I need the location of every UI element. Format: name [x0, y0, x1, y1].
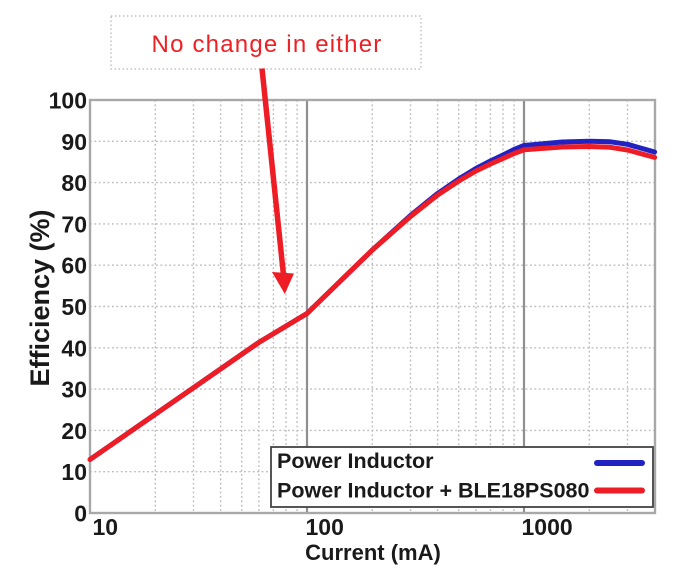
svg-text:Efficiency (%): Efficiency (%) — [25, 209, 55, 386]
svg-text:1000: 1000 — [522, 514, 573, 540]
svg-text:70: 70 — [61, 211, 87, 237]
svg-text:50: 50 — [61, 294, 87, 320]
svg-text:20: 20 — [61, 418, 87, 444]
svg-text:60: 60 — [61, 253, 87, 279]
svg-text:30: 30 — [61, 377, 87, 403]
svg-text:80: 80 — [61, 170, 87, 196]
svg-text:Current (mA): Current (mA) — [305, 540, 441, 565]
svg-text:100: 100 — [306, 514, 344, 540]
svg-text:90: 90 — [61, 129, 87, 155]
svg-text:Power Inductor: Power Inductor — [277, 449, 434, 473]
svg-text:No change in either: No change in either — [152, 31, 383, 58]
svg-text:0: 0 — [74, 501, 87, 527]
svg-text:10: 10 — [61, 459, 87, 485]
svg-text:10: 10 — [93, 514, 119, 540]
svg-text:100: 100 — [49, 88, 87, 114]
svg-text:40: 40 — [61, 335, 87, 361]
svg-text:Power Inductor + BLE18PS080: Power Inductor + BLE18PS080 — [277, 479, 589, 503]
